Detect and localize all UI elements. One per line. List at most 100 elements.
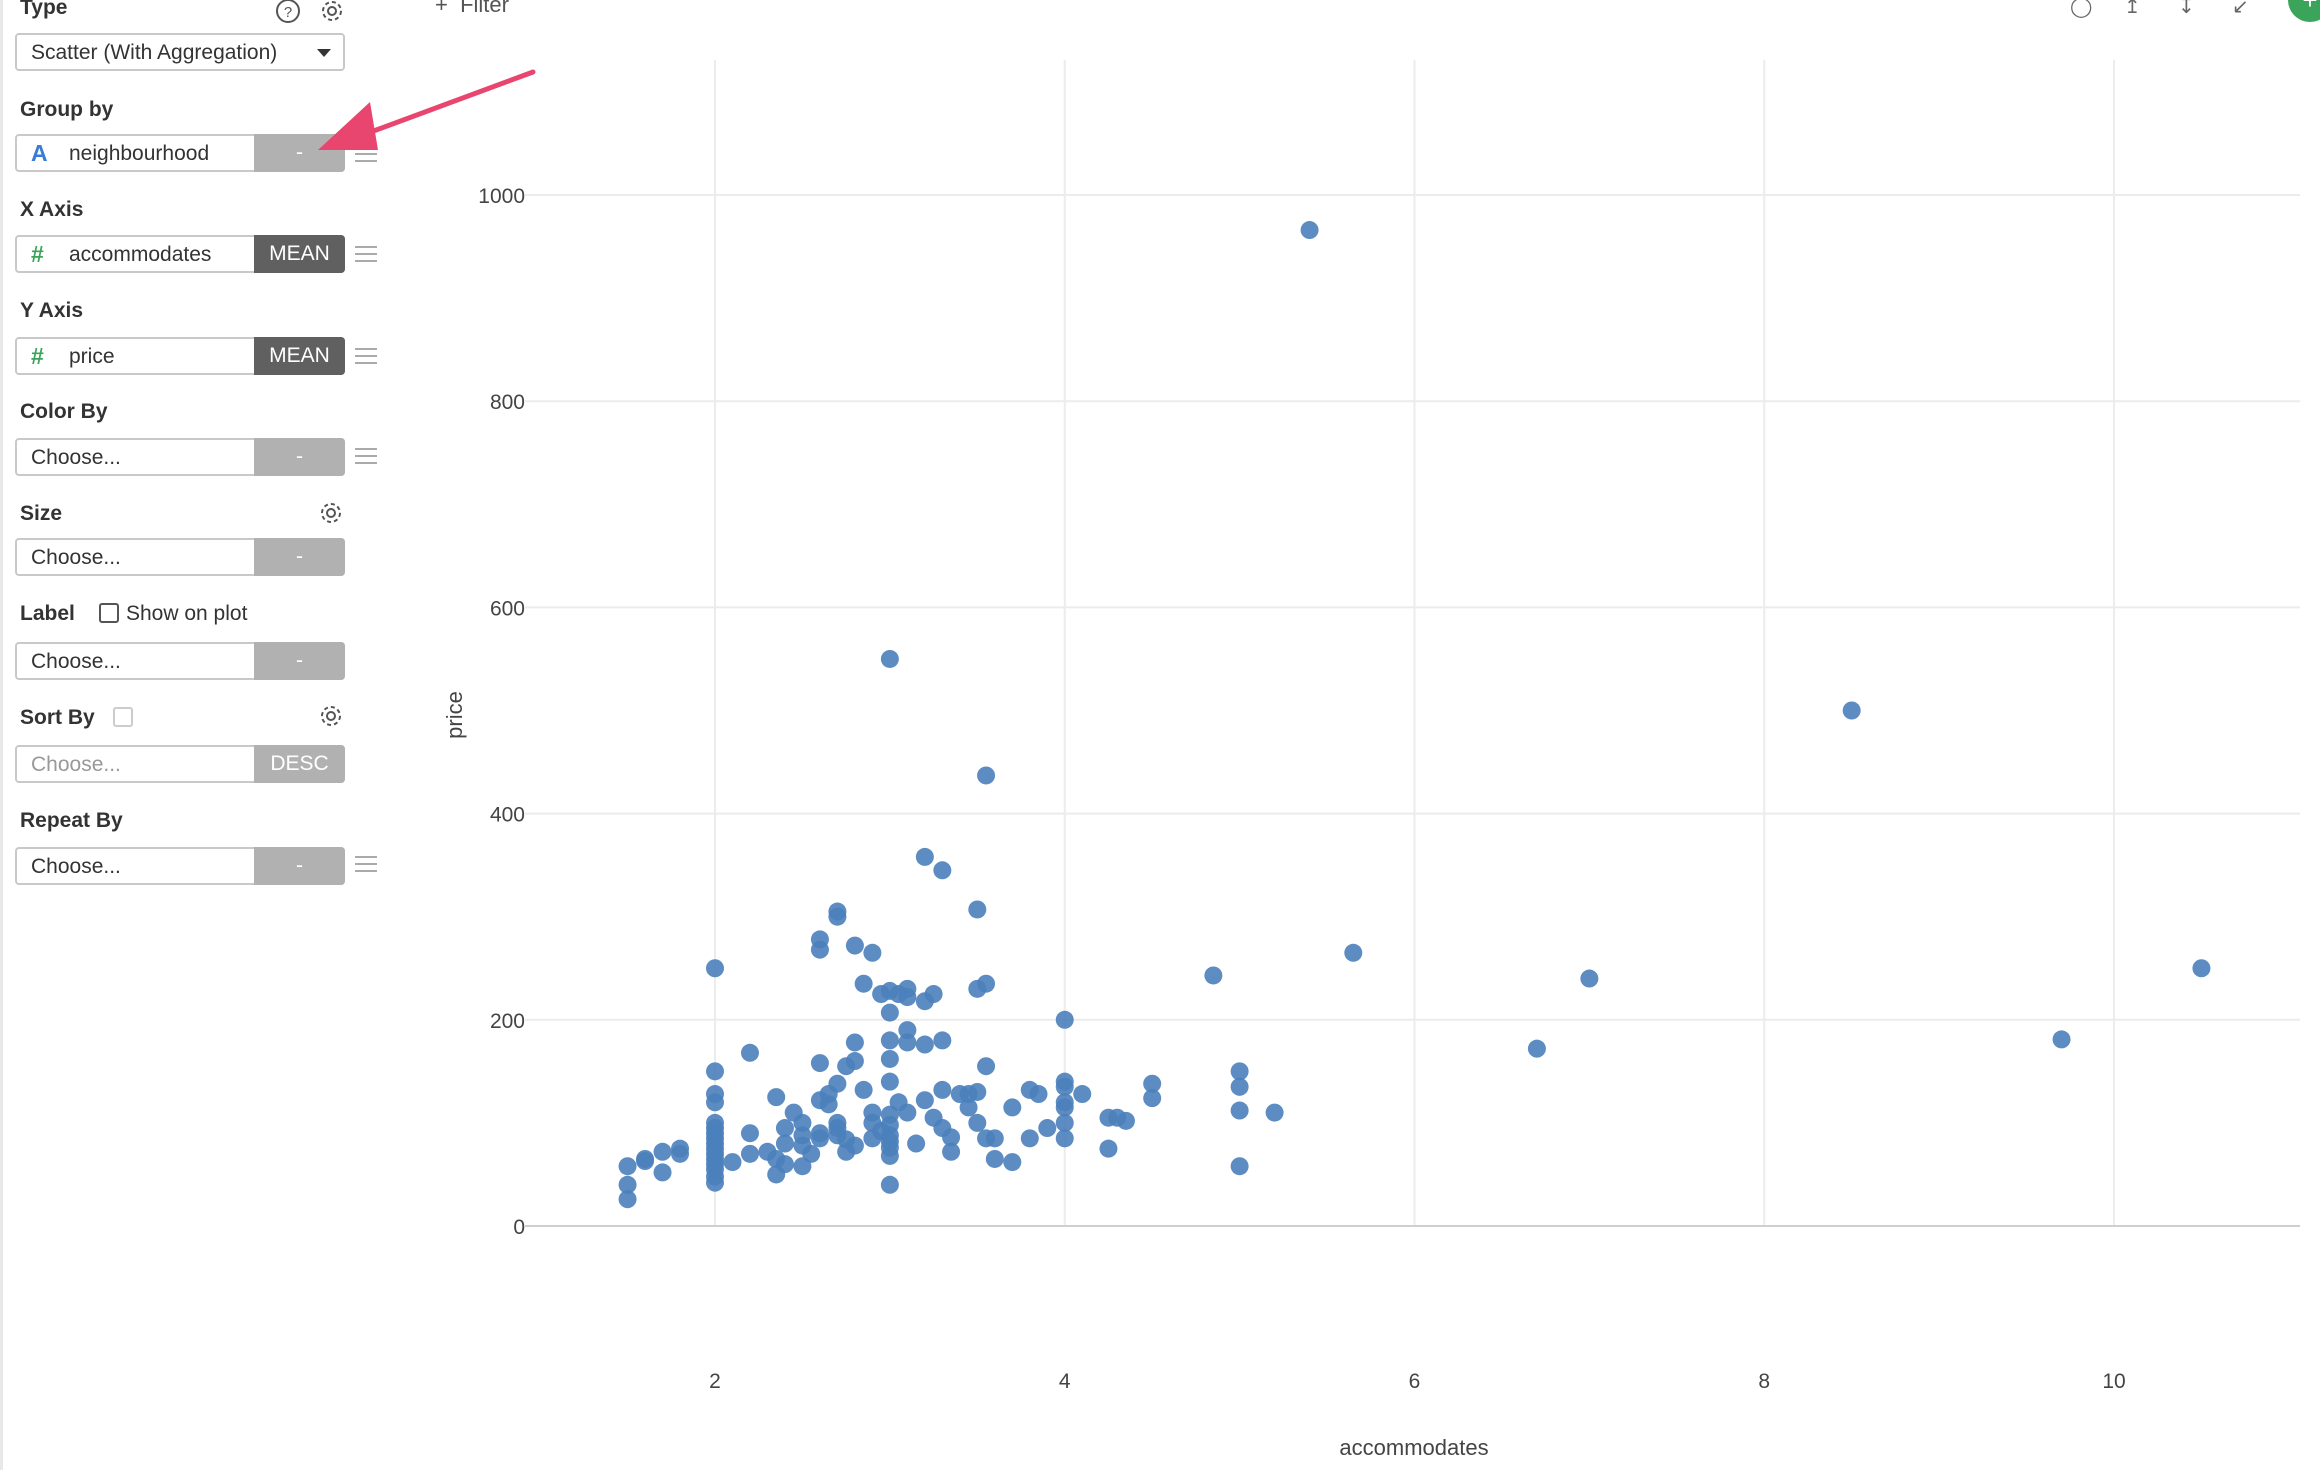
scatter-point[interactable] [1055, 1077, 1074, 1096]
scatter-point[interactable] [740, 1144, 759, 1163]
scatter-point[interactable] [950, 1085, 969, 1104]
y-axis-menu-icon[interactable] [355, 348, 377, 366]
scatter-point[interactable] [706, 1160, 724, 1179]
scatter-point[interactable] [740, 1124, 759, 1143]
scatter-point[interactable] [1055, 1072, 1074, 1091]
scatter-point[interactable] [671, 1144, 690, 1163]
scatter-point[interactable] [775, 1134, 794, 1153]
scatter-point[interactable] [706, 1085, 724, 1104]
scatter-point[interactable] [933, 1119, 952, 1138]
scatter-point[interactable] [872, 985, 891, 1004]
scatter-point[interactable] [854, 974, 873, 993]
scatter-point[interactable] [1116, 1111, 1135, 1130]
scatter-point[interactable] [924, 985, 943, 1004]
scatter-point[interactable] [915, 1091, 934, 1110]
scatter-point[interactable] [1230, 1077, 1249, 1096]
scatter-point[interactable] [898, 1021, 917, 1040]
scatter-point[interactable] [837, 1142, 856, 1161]
scatter-point[interactable] [1300, 221, 1319, 240]
scatter-point[interactable] [1230, 1062, 1249, 1081]
scatter-point[interactable] [819, 1095, 838, 1114]
scatter-point[interactable] [1143, 1074, 1162, 1093]
scatter-point[interactable] [653, 1142, 672, 1161]
scatter-point[interactable] [706, 1129, 724, 1148]
scatter-point[interactable] [706, 1149, 724, 1168]
scatter-point[interactable] [706, 1155, 724, 1174]
scatter-point[interactable] [880, 1031, 899, 1050]
sort-by-field[interactable]: Choose... DESC [15, 745, 345, 783]
group-by-menu-icon[interactable] [355, 146, 377, 164]
scatter-point[interactable] [837, 1057, 856, 1076]
scatter-point[interactable] [2052, 1030, 2071, 1049]
group-by-field[interactable]: A neighbourhood - [15, 134, 345, 172]
scatter-point[interactable] [968, 1113, 987, 1132]
scatter-point[interactable] [880, 1132, 899, 1151]
group-by-aggregation-button[interactable]: - [254, 134, 345, 172]
color-by-field[interactable]: Choose... - [15, 438, 345, 476]
scatter-point[interactable] [854, 1080, 873, 1099]
repeat-by-menu-icon[interactable] [355, 856, 377, 874]
scatter-point[interactable] [819, 1085, 838, 1104]
scatter-point[interactable] [636, 1152, 655, 1171]
scatter-point[interactable] [1527, 1039, 1546, 1058]
scatter-point[interactable] [880, 1126, 899, 1145]
scatter-point[interactable] [767, 1165, 786, 1184]
scatter-point[interactable] [898, 1103, 917, 1122]
scatter-point[interactable] [2192, 959, 2211, 978]
size-field[interactable]: Choose... - [15, 538, 345, 576]
scatter-point[interactable] [793, 1126, 812, 1145]
scatter-point[interactable] [880, 1175, 899, 1194]
scatter-point[interactable] [1055, 1129, 1074, 1148]
repeat-by-field[interactable]: Choose... - [15, 847, 345, 885]
scatter-point[interactable] [636, 1149, 655, 1168]
x-axis-field[interactable]: # accommodates MEAN [15, 235, 345, 273]
scatter-point[interactable] [793, 1157, 812, 1176]
scatter-point[interactable] [942, 1142, 961, 1161]
scatter-point[interactable] [706, 1124, 724, 1143]
sort-order-button[interactable]: DESC [254, 745, 345, 783]
scatter-point[interactable] [740, 1043, 759, 1062]
scatter-point[interactable] [618, 1175, 637, 1194]
scatter-point[interactable] [1265, 1103, 1284, 1122]
upload-icon[interactable]: ↥ [2124, 0, 2141, 18]
scatter-point[interactable] [845, 1136, 864, 1155]
scatter-point[interactable] [880, 649, 899, 668]
scatter-point[interactable] [706, 1173, 724, 1192]
scatter-point[interactable] [828, 1074, 847, 1093]
scatter-point[interactable] [706, 1093, 724, 1112]
scatter-point[interactable] [898, 1033, 917, 1052]
scatter-point[interactable] [828, 907, 847, 926]
add-button[interactable]: + [2288, 0, 2320, 22]
scatter-point[interactable] [1055, 1113, 1074, 1132]
scatter-point[interactable] [1020, 1129, 1039, 1148]
scatter-point[interactable] [1003, 1098, 1022, 1117]
scatter-point[interactable] [618, 1190, 637, 1209]
scatter-point[interactable] [706, 1139, 724, 1158]
scatter-point[interactable] [810, 1124, 829, 1143]
scatter-point[interactable] [706, 1144, 724, 1163]
scatter-point[interactable] [942, 1128, 961, 1147]
scatter-point[interactable] [1099, 1139, 1118, 1158]
x-axis-menu-icon[interactable] [355, 246, 377, 264]
scatter-point[interactable] [880, 1146, 899, 1165]
scatter-point[interactable] [1344, 943, 1363, 962]
scatter-point[interactable] [784, 1103, 803, 1122]
scatter-point[interactable] [1055, 1098, 1074, 1117]
scatter-point[interactable] [845, 1052, 864, 1071]
scatter-point[interactable] [758, 1142, 777, 1161]
scatter-point[interactable] [863, 1113, 882, 1132]
color-by-menu-icon[interactable] [355, 448, 377, 466]
label-field[interactable]: Choose... - [15, 642, 345, 680]
scatter-point[interactable] [880, 1003, 899, 1022]
label-aggregation-button[interactable]: - [254, 642, 345, 680]
scatter-point[interactable] [706, 959, 724, 978]
scatter-point[interactable] [880, 1072, 899, 1091]
scatter-point[interactable] [933, 1031, 952, 1050]
scatter-point[interactable] [810, 940, 829, 959]
x-axis-aggregation-button[interactable]: MEAN [254, 235, 345, 273]
scatter-point[interactable] [828, 1126, 847, 1145]
scatter-point[interactable] [828, 1113, 847, 1132]
scatter-point[interactable] [775, 1155, 794, 1174]
scatter-point[interactable] [1073, 1085, 1092, 1104]
scatter-point[interactable] [723, 1153, 742, 1172]
